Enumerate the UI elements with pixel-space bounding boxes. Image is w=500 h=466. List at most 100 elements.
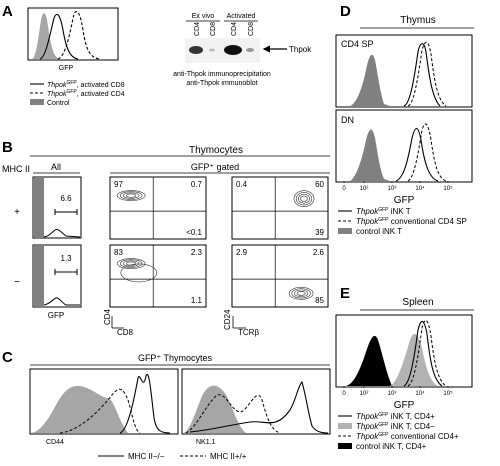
col-all-label: All [51, 162, 61, 172]
panel-a-histogram-frame [27, 7, 119, 61]
hist-all-minus-neg-peak [34, 246, 44, 306]
blot-band-exvivo-cd8 [209, 48, 215, 52]
panel-d-top-solid [403, 43, 441, 107]
contour-frame [109, 176, 207, 240]
contour-ring [120, 263, 158, 283]
panel-d-bottom-control [350, 129, 390, 181]
panel-c-xlabel-right: NK1.1 [196, 439, 216, 446]
panel-c-legend-dashed: MHC II+/+ [210, 452, 247, 461]
panel-d-legend-label: control iNK T [356, 227, 402, 236]
panel-e-tick: 10⁵ [443, 390, 453, 397]
quadrant-value: 1.1 [191, 296, 203, 305]
panel-b-title: Thymocytes [189, 145, 243, 156]
panel-e-frame [335, 314, 473, 388]
contour-frame [231, 244, 329, 308]
quadrant-value: 97 [114, 180, 123, 189]
contour-ring [126, 261, 137, 266]
blot-group-activated: Activated [227, 13, 256, 20]
panel-e-control-black [346, 335, 392, 386]
blot-band-label: Thpok [289, 45, 312, 54]
panel-c-xlabel-left: CD44 [46, 439, 64, 446]
quadrant-value: 0.7 [191, 180, 203, 189]
panel-e-legend-label: ThpokGFP iNK T, CD4+ [356, 412, 435, 421]
panel-e-xlabel: GFP [394, 400, 415, 411]
hist-all-plus-neg-peak [34, 178, 44, 237]
panel-e-legend-label: control iNK T, CD4+ [356, 442, 427, 451]
panel-e-tick: 10² [360, 391, 369, 397]
quadrant-value: 0.4 [236, 180, 248, 189]
panel-c-cd44-dashed [59, 388, 141, 434]
col-gated-label: GFP⁺ gated [191, 162, 239, 172]
panel-d-row-top: CD4 SP [341, 39, 374, 49]
panel-c-nk11-fill [183, 385, 246, 433]
panel-e-legend-label: ThpokGFP conventional CD4+ [356, 432, 459, 441]
panel-d-tick: 10⁵ [443, 185, 453, 192]
hist-all-minus-frame [32, 244, 82, 308]
contour-frame [231, 176, 329, 240]
axis-cd8: CD8 [117, 328, 134, 337]
contour-ring [119, 191, 143, 200]
panel-e-cd4pos-solid [403, 320, 443, 387]
panel-d-xlabel: GFP [394, 195, 415, 206]
contour-ring [122, 192, 140, 199]
panel-d-letter: D [340, 3, 351, 20]
panel-d-legend-swatch [338, 228, 352, 234]
contour-ring [116, 190, 146, 201]
hist-all-plus-curve [43, 229, 81, 238]
panel-d-row-bottom: DN [341, 115, 354, 125]
panel-d-ticks: 0 10² 10³ 10⁴ 10⁵ [342, 181, 453, 192]
contour-ring [291, 288, 311, 299]
panel-e-tick: 10³ [388, 391, 397, 397]
panel-c: C GFP⁺ Thymocytes CD44 NK1.1 MHC II−/− M… [2, 349, 331, 461]
panel-e-letter: E [340, 285, 350, 302]
contour-ring [116, 258, 146, 269]
panel-d-top-control [350, 54, 390, 106]
panel-e: E Spleen 0 10² 10³ 10⁴ 10⁵ GFP ThpokGFP iNK … [335, 285, 474, 451]
hist-all-minus-value: 1.3 [60, 254, 72, 263]
panel-e-legend: ThpokGFP iNK T, CD4+ThpokGFP iNK T, CD4−… [338, 412, 459, 451]
panel-a-control-fill [32, 13, 60, 59]
panel-d-title: Thymus [400, 15, 436, 26]
panel-a-cd8-curve [39, 13, 79, 60]
hist-all-minus-curve [43, 297, 80, 306]
axis-cd4: CD4 [103, 308, 112, 325]
axis-tcrb: TCRβ [238, 328, 259, 337]
panel-d-bottom-frame [335, 109, 473, 183]
panel-c-nk11-solid [189, 380, 329, 434]
panel-a-legend-label: ThpokGFP, activated CD4 [47, 89, 125, 98]
quadrant-value: 83 [114, 248, 123, 257]
blot-band-activated-cd4 [224, 45, 242, 55]
blot-caption-1: anti-Thpok immunoprecipitation [173, 71, 271, 78]
blot-band-activated-cd8 [246, 48, 254, 52]
panel-d: D Thymus CD4 SP DN 0 10² 10³ 10⁴ 10⁵ GFP Thp… [335, 3, 474, 236]
mhc-label: MHC II [2, 164, 30, 174]
contour-plots: 97 0.7 <0.1 83 2.3 1.1 0.4 60 39 2.9 2.6 85 [109, 176, 329, 308]
panel-d-tick: 10⁴ [415, 185, 425, 192]
axis-cd24: CD24 [223, 309, 232, 330]
panel-d-top-dashed [407, 41, 447, 107]
contour-ring [300, 195, 308, 202]
quadrant-value: 2.9 [236, 248, 248, 257]
panel-d-legend-label: ThpokGFP iNK T [356, 207, 411, 216]
panel-c-cd44-frame [29, 368, 179, 435]
panel-a-cd4-curve [57, 10, 101, 60]
panel-a-xlabel: GFP [59, 65, 74, 72]
blot-lane-label: CD8 [210, 22, 217, 36]
quadrant-value: 2.3 [191, 248, 203, 257]
blot-lane-label: CD8 [248, 22, 255, 36]
panel-c-nk11-frame [181, 368, 331, 435]
panel-d-tick: 10³ [388, 186, 397, 192]
quadrant-value: 39 [315, 228, 324, 237]
hist-all-xlabel: GFP [48, 311, 64, 320]
panel-d-bottom-dashed [407, 123, 447, 182]
panel-e-legend-label: ThpokGFP iNK T, CD4− [356, 422, 435, 431]
contour-ring [119, 259, 143, 268]
panel-e-legend-swatch [338, 443, 352, 449]
blot-group-ex-vivo: Ex vivo [192, 13, 215, 20]
blot-lane-labels: CD4 CD8 CD4 CD8 [194, 22, 255, 36]
panel-a-legend-label: Control [47, 100, 70, 107]
